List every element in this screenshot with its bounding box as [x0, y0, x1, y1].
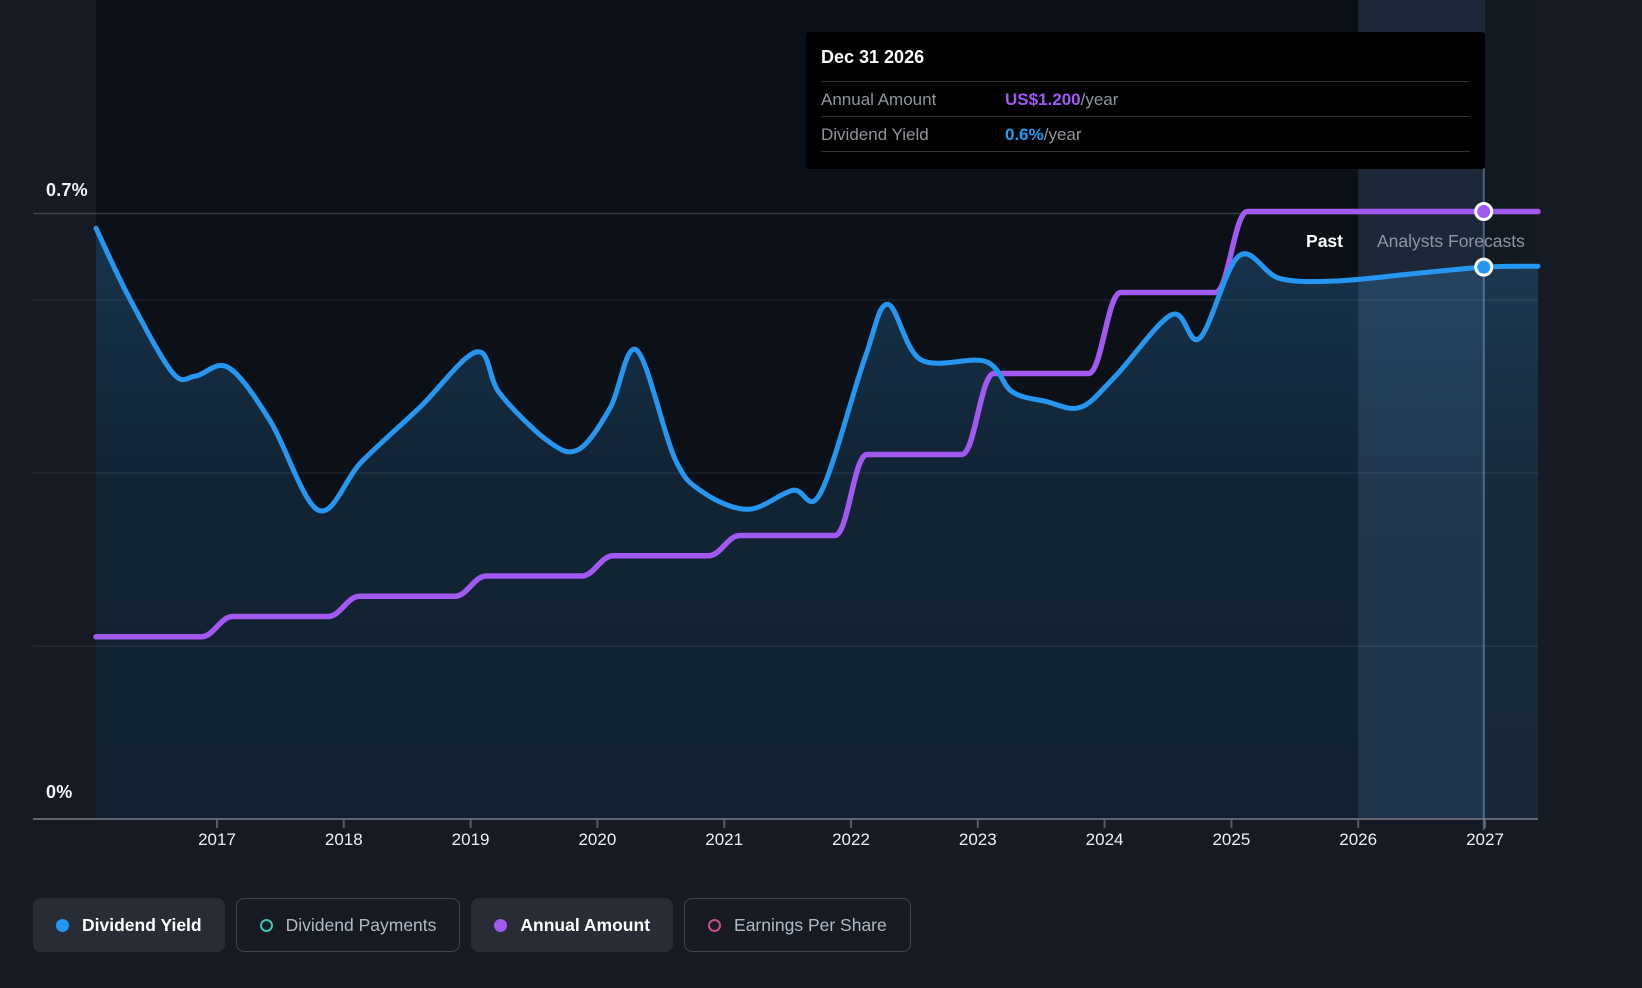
x-axis-label-2019: 2019: [451, 830, 490, 849]
dividend-yield-value: 0.6%: [1005, 124, 1044, 144]
x-axis-label-2025: 2025: [1212, 830, 1251, 849]
tooltip-row-annual-amount: Annual Amount US$1.200/year: [821, 82, 1470, 117]
dividend-yield-marker-dot[interactable]: [1474, 257, 1494, 277]
legend-filled-dot-icon: [494, 918, 508, 932]
legend-toggle-dividend-payments[interactable]: Dividend Payments: [235, 898, 461, 952]
yield-area-fill: [96, 228, 1538, 819]
legend-label: Dividend Payments: [285, 914, 437, 935]
legend-toggle-dividend-yield[interactable]: Dividend Yield: [33, 898, 225, 952]
x-axis-label-2026: 2026: [1339, 830, 1378, 849]
chart-legend: Dividend Yield Dividend Payments Annual Am…: [33, 898, 911, 952]
x-axis-label-2021: 2021: [705, 830, 744, 849]
legend-toggle-annual-amount[interactable]: Annual Amount: [471, 898, 674, 952]
annual-amount-line: [93, 208, 1541, 640]
chart-tooltip: Dec 31 2026 Annual Amount US$1.200/year …: [806, 32, 1485, 169]
y-axis-min-label: 0%: [46, 782, 73, 802]
forecast-zone-label: Analysts Forecasts: [1377, 231, 1525, 251]
legend-label: Dividend Yield: [82, 914, 202, 935]
tooltip-date: Dec 31 2026: [821, 32, 1470, 82]
legend-ring-icon: [708, 918, 722, 932]
legend-label: Annual Amount: [520, 914, 651, 935]
legend-toggle-earnings-per-share[interactable]: Earnings Per Share: [684, 898, 911, 952]
dividend-yield-line: [93, 225, 1541, 514]
x-axis-label-2020: 2020: [578, 830, 617, 849]
legend-ring-icon: [259, 918, 273, 932]
x-axis-label-2024: 2024: [1085, 830, 1124, 849]
annual-amount-marker-dot[interactable]: [1474, 202, 1494, 221]
x-axis-label-2022: 2022: [832, 830, 870, 849]
y-axis-max-label: 0.7%: [46, 180, 88, 200]
x-axis-label-2017: 2017: [198, 830, 236, 849]
annual-amount-value: US$1.200: [1005, 89, 1081, 109]
past-zone-label: Past: [1306, 231, 1343, 251]
x-axis-label-2027: 2027: [1466, 830, 1504, 849]
x-axis-label-2018: 2018: [324, 830, 363, 849]
legend-filled-dot-icon: [56, 918, 69, 932]
x-axis-label-2023: 2023: [958, 830, 997, 849]
legend-label: Earnings Per Share: [734, 914, 887, 935]
tooltip-row-dividend-yield: Dividend Yield 0.6%/year: [821, 117, 1470, 152]
